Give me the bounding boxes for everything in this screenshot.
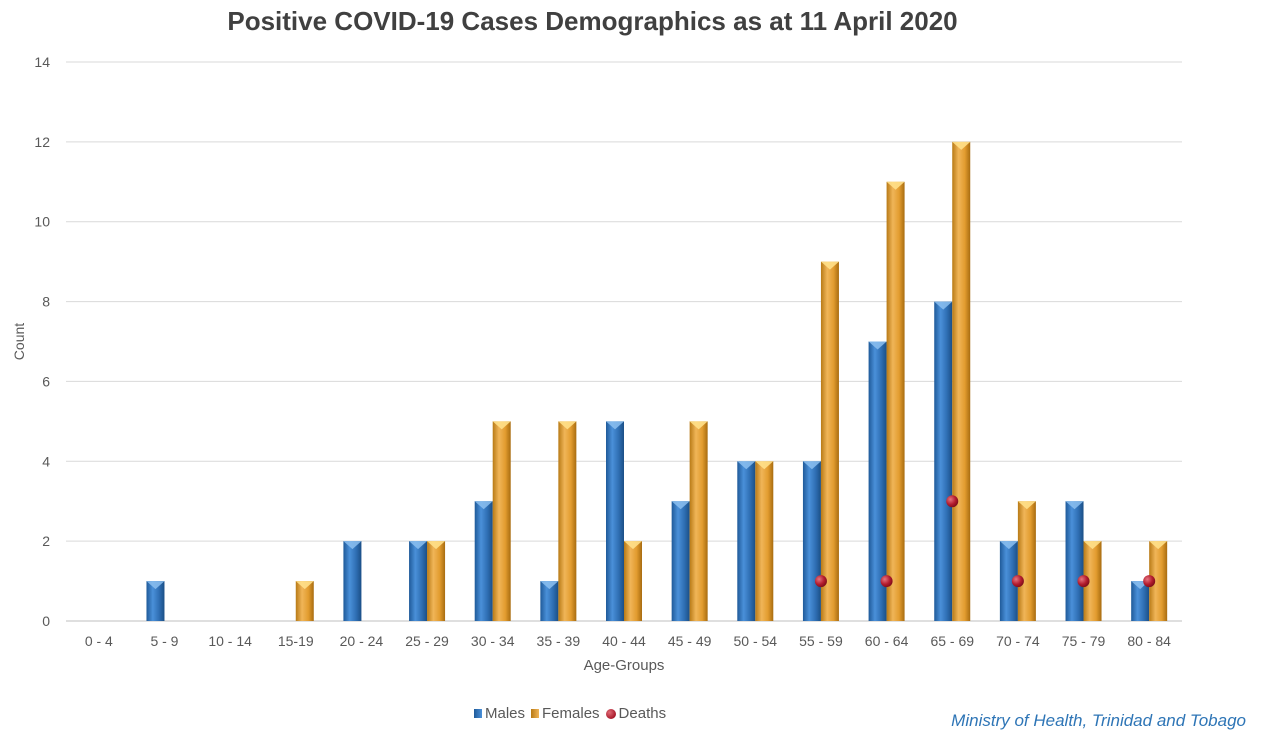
x-tick-label: 30 - 34	[471, 633, 515, 649]
x-tick-label: 35 - 39	[537, 633, 581, 649]
bar-males-cap	[868, 341, 887, 350]
bar-females-cap	[624, 541, 642, 550]
x-tick-label: 5 - 9	[150, 633, 178, 649]
x-tick-label: 60 - 64	[865, 633, 909, 649]
legend-item-males: Males	[474, 705, 525, 722]
x-tick-label: 75 - 79	[1062, 633, 1106, 649]
death-marker	[946, 495, 959, 508]
x-tick-label: 40 - 44	[602, 633, 646, 649]
bar-females	[1149, 541, 1168, 621]
bar-males	[737, 461, 756, 621]
bar-males-cap	[409, 541, 428, 550]
legend-label-males: Males	[485, 705, 526, 722]
y-tick-label: 12	[34, 134, 50, 150]
bar-females-cap	[558, 421, 577, 430]
y-tick-label: 10	[34, 214, 50, 230]
legend-label-females: Females	[542, 705, 600, 722]
legend-swatch-males	[474, 709, 482, 718]
legend-swatch-females	[531, 709, 540, 718]
bar-females	[427, 541, 446, 621]
x-tick-label: 50 - 54	[733, 633, 777, 649]
bar-females	[558, 421, 577, 621]
bar-females-cap	[820, 261, 839, 270]
bar-males	[1131, 581, 1150, 621]
x-tick-label: 65 - 69	[930, 633, 974, 649]
death-marker	[1011, 575, 1024, 588]
bar-males	[343, 541, 362, 621]
x-tick-label: 45 - 49	[668, 633, 712, 649]
bar-females-cap	[427, 541, 446, 550]
bar-males	[671, 501, 690, 621]
bar-males	[1065, 501, 1084, 621]
bar-males	[999, 541, 1018, 621]
bar-females-cap	[689, 421, 708, 430]
x-tick-label: 15-19	[278, 633, 314, 649]
x-axis-label: Age-Groups	[584, 657, 665, 674]
bar-males-cap	[1065, 501, 1084, 510]
bar-males	[146, 581, 165, 621]
bar-females-cap	[1017, 501, 1036, 510]
legend-label-deaths: Deaths	[618, 705, 667, 722]
bar-males	[802, 461, 821, 621]
bar-males-cap	[934, 301, 953, 310]
y-tick-label: 6	[42, 373, 50, 389]
bar-males	[409, 541, 428, 621]
bar-females	[886, 181, 905, 622]
bar-males	[868, 341, 887, 621]
bar-females-cap	[952, 141, 971, 150]
bar-females-cap	[755, 461, 774, 470]
x-tick-label: 0 - 4	[85, 633, 113, 649]
x-tick-label: 20 - 24	[340, 633, 384, 649]
death-marker	[1077, 575, 1090, 588]
bar-females	[820, 261, 839, 621]
bar-females	[624, 541, 642, 621]
bar-females	[1083, 541, 1102, 621]
bar-males	[474, 501, 493, 621]
chart-legend: Males Females Deaths	[474, 705, 666, 722]
bar-males-cap	[146, 581, 165, 590]
chart-plot: 0 2 4 6 8 10 12 14 Count Age-Groups 0 - 4 5 - 9 10 -…	[11, 54, 1182, 674]
bar-males-cap	[606, 421, 624, 430]
y-axis-label: Count	[11, 323, 27, 360]
x-tick-label: 55 - 59	[799, 633, 843, 649]
bar-females-cap	[886, 181, 905, 190]
bar-males-cap	[999, 541, 1018, 550]
bar-males	[540, 581, 559, 621]
bar-males-cap	[671, 501, 690, 510]
bar-females-cap	[1149, 541, 1168, 550]
bar-females	[492, 421, 511, 621]
bar-females	[952, 141, 971, 621]
x-tick-label: 25 - 29	[405, 633, 449, 649]
death-marker	[814, 575, 827, 588]
bar-males-cap	[802, 461, 821, 470]
bar-males	[606, 421, 624, 621]
legend-item-deaths: Deaths	[605, 705, 667, 722]
bar-females-cap	[492, 421, 511, 430]
bar-females	[755, 461, 774, 621]
bar-females	[1017, 501, 1036, 621]
y-tick-label: 8	[42, 294, 50, 310]
chart-title: Positive COVID-19 Cases Demographics as …	[227, 6, 958, 36]
y-tick-label: 0	[42, 613, 50, 629]
legend-item-females: Females	[531, 705, 600, 722]
legend-marker-deaths	[605, 708, 616, 719]
y-tick-label: 14	[34, 54, 50, 70]
bar-males-cap	[737, 461, 756, 470]
x-tick-label: 70 - 74	[996, 633, 1040, 649]
bar-females	[689, 421, 708, 621]
x-tick-label: 10 - 14	[208, 633, 252, 649]
x-tick-label: 80 - 84	[1127, 633, 1171, 649]
bar-females-cap	[1083, 541, 1102, 550]
bar-females-cap	[295, 581, 314, 590]
bar-males-cap	[474, 501, 493, 510]
bar-males-cap	[540, 581, 559, 590]
bar-males-cap	[343, 541, 362, 550]
y-tick-label: 2	[42, 533, 50, 549]
death-marker	[1143, 575, 1156, 588]
y-tick-label: 4	[42, 453, 50, 469]
bar-males	[934, 301, 953, 621]
death-marker	[880, 575, 893, 588]
source-credit: Ministry of Health, Trinidad and Tobago	[951, 711, 1246, 730]
bar-females	[295, 581, 314, 621]
